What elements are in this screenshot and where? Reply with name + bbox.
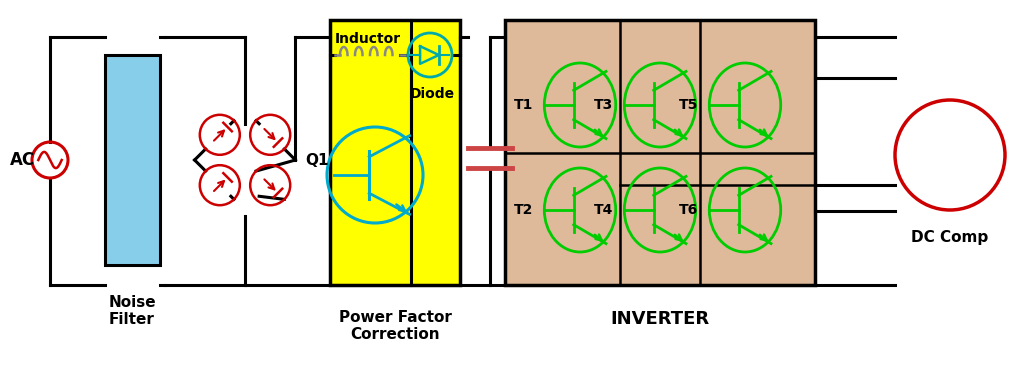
Text: Diode: Diode (410, 87, 455, 101)
Text: T6: T6 (679, 203, 698, 217)
Text: INVERTER: INVERTER (610, 310, 710, 328)
Bar (105, 55, 160, 265)
Text: Noise
Filter: Noise Filter (109, 295, 156, 327)
Bar (330, 20, 460, 285)
Text: AC: AC (10, 151, 35, 169)
Text: Inductor: Inductor (335, 32, 401, 46)
Text: DC Comp: DC Comp (911, 230, 988, 245)
Text: T4: T4 (594, 203, 613, 217)
Text: Power Factor
Correction: Power Factor Correction (339, 310, 452, 342)
Bar (505, 20, 815, 285)
Text: T5: T5 (679, 98, 698, 112)
Text: T2: T2 (514, 203, 532, 217)
Text: Q1: Q1 (305, 153, 329, 168)
Text: T3: T3 (594, 98, 613, 112)
Text: T1: T1 (514, 98, 532, 112)
